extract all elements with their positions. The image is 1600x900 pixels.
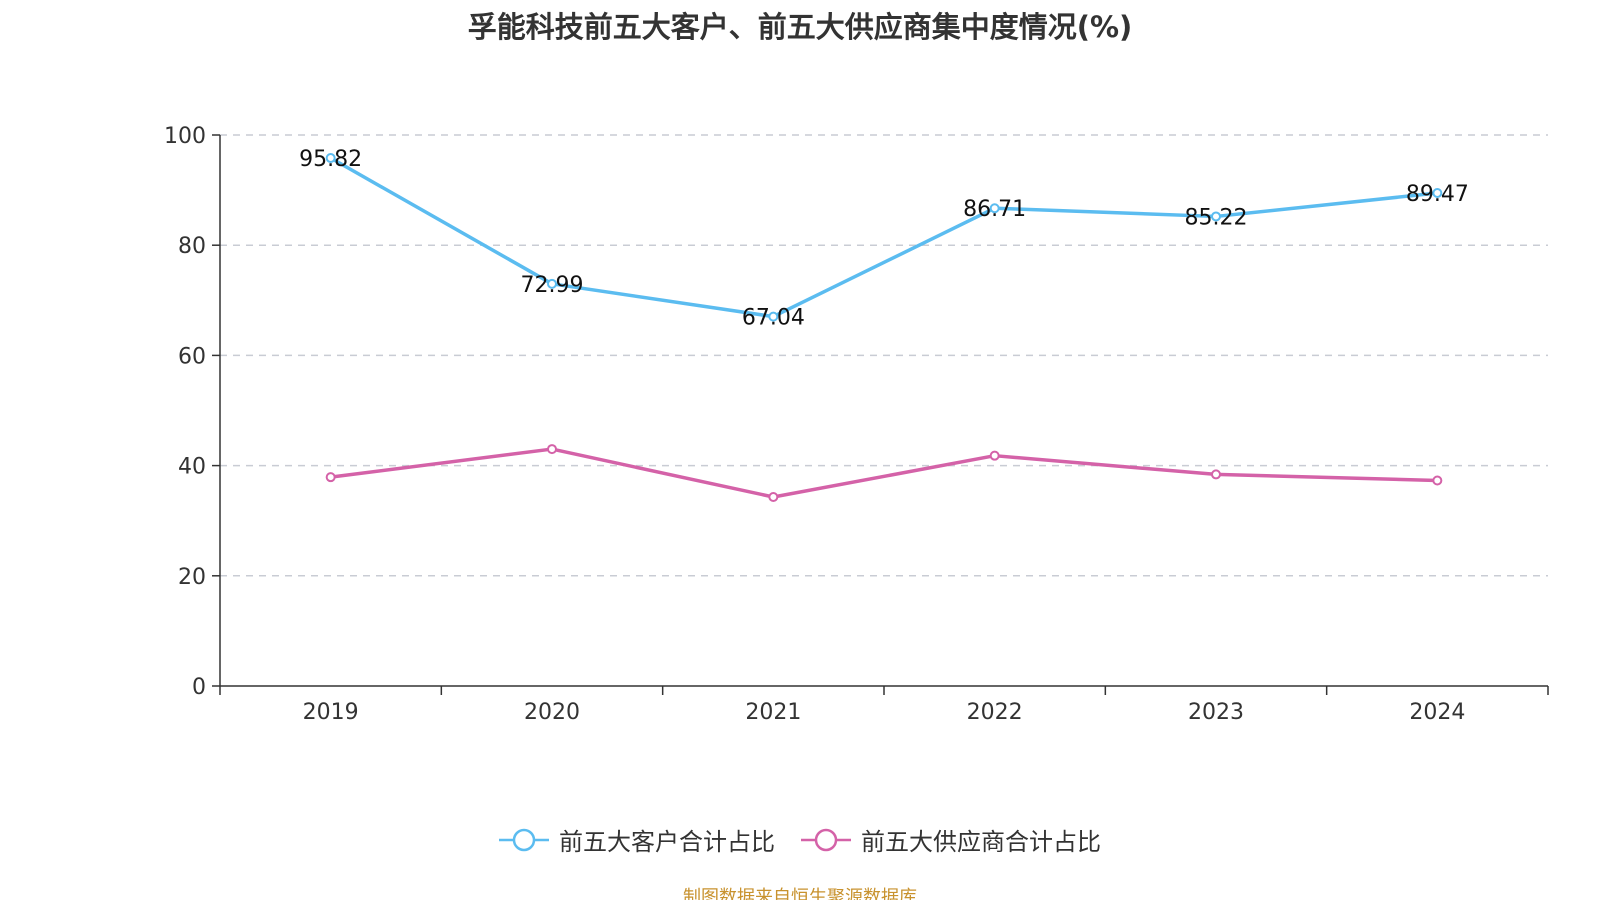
data-point [547, 444, 557, 455]
y-tick-label: 20 [178, 565, 206, 590]
y-tick-label: 60 [178, 344, 206, 369]
data-label: 72.99 [521, 273, 584, 298]
y-tick-label: 80 [178, 234, 206, 259]
chart-title: 孚能科技前五大客户、前五大供应商集中度情况(%) [467, 10, 1133, 44]
data-point [768, 311, 779, 322]
y-tick-label: 0 [192, 675, 206, 700]
data-point [989, 450, 1000, 461]
x-tick-label: 2021 [745, 700, 801, 725]
legend: 前五大客户合计占比 前五大供应商合计占比 [0, 822, 1600, 857]
series-line [330, 447, 1438, 499]
data-point [325, 472, 336, 483]
data-label: 95.82 [299, 147, 362, 172]
data-point [1432, 188, 1443, 199]
data-point [768, 492, 779, 503]
data-point [325, 153, 336, 164]
data-point [547, 278, 557, 289]
data-label: 67.04 [742, 306, 805, 331]
data-point [989, 203, 1000, 214]
x-tick-label: 2023 [1188, 700, 1244, 725]
data-label: 85.22 [1185, 205, 1248, 230]
x-tick-label: 2024 [1409, 700, 1465, 725]
y-tick-label: 40 [178, 455, 206, 480]
x-tick-label: 2022 [967, 700, 1023, 725]
data-label: 89.47 [1406, 182, 1469, 207]
series-lines [325, 153, 1443, 503]
x-tick-label: 2019 [303, 700, 359, 725]
legend-label: 前五大供应商合计占比 [861, 828, 1101, 856]
source-note: 制图数据来自恒生聚源数据库 [683, 887, 917, 900]
legend-item-suppliers[interactable]: 前五大供应商合计占比 [801, 822, 1101, 857]
series-line [329, 156, 1438, 319]
grid-lines [220, 134, 1548, 577]
legend-line-circle-icon [801, 828, 851, 851]
legend-label: 前五大客户合计占比 [559, 828, 775, 856]
legend-item-customers[interactable]: 前五大客户合计占比 [499, 822, 775, 857]
data-point [1211, 211, 1221, 222]
data-label: 86.71 [963, 197, 1026, 222]
axes: 0 20 40 60 80 100 2019 2020 2021 2022 2023 2024 [164, 124, 1549, 725]
x-tick-label: 2020 [524, 700, 580, 725]
data-point [1432, 475, 1443, 486]
data-point [1211, 469, 1221, 480]
y-tick-label: 100 [164, 124, 206, 149]
data-labels: 95.82 72.99 67.04 86.71 85.22 89.47 [299, 147, 1469, 331]
legend-line-circle-icon [499, 828, 549, 851]
